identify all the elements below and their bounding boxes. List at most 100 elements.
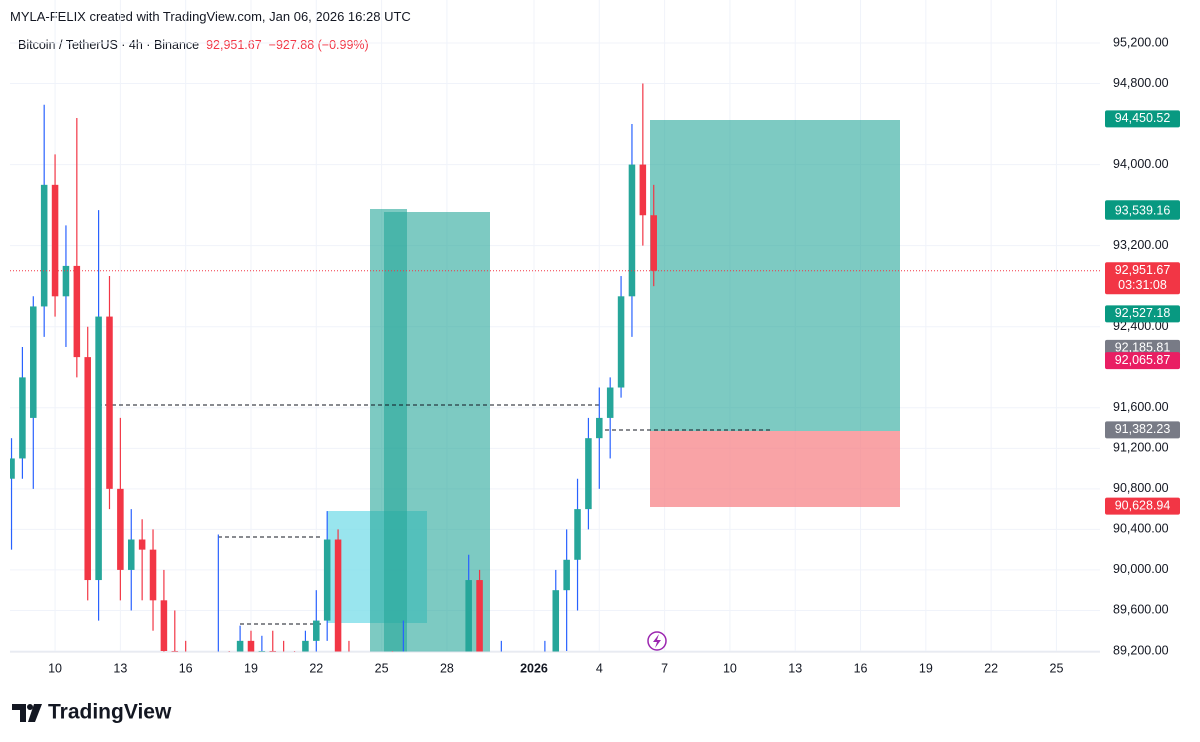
y-tick-label: 89,600.00: [1113, 603, 1169, 617]
y-tick-label: 90,000.00: [1113, 562, 1169, 576]
candle-body: [585, 438, 592, 510]
candle-body: [247, 640, 255, 652]
candle-body: [62, 265, 70, 297]
y-tick-label: 94,000.00: [1113, 157, 1169, 171]
candle-body: [455, 702, 462, 722]
x-tick-label: 2026: [520, 661, 548, 675]
candle-body: [552, 590, 560, 652]
candle-body: [236, 640, 244, 652]
price-badge-label: 93,539.16: [1115, 204, 1171, 218]
candle-body: [204, 692, 211, 712]
long-position-target: [650, 120, 900, 431]
y-tick-label: 94,800.00: [1113, 76, 1169, 90]
price-badge: [1105, 262, 1180, 295]
candle-body: [226, 671, 233, 681]
candle-body: [19, 377, 26, 459]
candle-body: [367, 702, 374, 712]
candle-body: [498, 692, 505, 712]
y-tick-label: 91,200.00: [1113, 441, 1169, 455]
candle-body: [617, 296, 625, 388]
price-badge-label: 92,185.81: [1115, 341, 1171, 355]
candle-body: [606, 387, 614, 418]
x-tick-label: 25: [1050, 661, 1064, 675]
candle-body: [51, 184, 59, 297]
symbol: Bitcoin / TetherUS · 4h · Binance: [18, 38, 200, 52]
event-icon: [647, 631, 667, 651]
price-badge-label: 90,628.94: [1115, 498, 1171, 512]
y-tick-label: 89,200.00: [1113, 643, 1169, 657]
candle-body: [465, 580, 472, 652]
candle-body: [193, 702, 200, 712]
x-tick-label: 10: [48, 661, 62, 675]
price-badge: [1105, 305, 1180, 323]
x-tick-label: 28: [440, 661, 454, 675]
price-badge-label: 94,450.52: [1115, 111, 1171, 125]
candle-body: [95, 316, 102, 581]
candle-body: [531, 681, 538, 701]
candle-body: [269, 650, 277, 652]
y-tick-label: 90,400.00: [1113, 522, 1169, 536]
candle-body: [639, 164, 647, 216]
candle-body: [411, 671, 418, 722]
candle-body: [258, 650, 266, 652]
x-tick-label: 22: [309, 661, 323, 675]
x-tick-label: 19: [244, 661, 258, 675]
candle-body: [313, 620, 320, 641]
x-tick-label: 7: [661, 661, 668, 675]
y-tick-label: 92,400.00: [1113, 319, 1169, 333]
candle-body: [291, 681, 298, 691]
candle-body: [563, 559, 570, 591]
symbol-line: Bitcoin / TetherUS · 4h · Binance 92,951…: [18, 38, 369, 52]
y-tick-label: 91,600.00: [1113, 400, 1169, 414]
candle-body: [323, 539, 331, 621]
x-tick-label: 13: [113, 661, 127, 675]
candle-body: [357, 692, 364, 702]
candle-body: [650, 215, 657, 271]
candle-body: [389, 681, 396, 701]
candle-body: [346, 661, 353, 691]
candle-body: [520, 702, 527, 722]
candle-body: [171, 650, 179, 652]
candle-body: [422, 702, 429, 722]
candle-body: [444, 712, 451, 722]
author-line: MYLA-FELIX created with TradingView.com,…: [10, 9, 411, 24]
price-badge-label: 92,951.67: [1115, 263, 1171, 277]
price-badge: [1105, 352, 1180, 370]
x-tick-label: 22: [984, 661, 998, 675]
price-badge: [1105, 110, 1180, 128]
last-price: 92,951.67: [206, 38, 262, 52]
candles: [10, 83, 657, 722]
candle-body: [596, 417, 603, 439]
brand: TradingView: [48, 701, 172, 724]
long-position-tool: [384, 212, 490, 652]
candle-body: [73, 265, 81, 358]
candle-body: [334, 539, 342, 652]
candle-body: [628, 164, 636, 297]
x-tick-label: 13: [788, 661, 802, 675]
candle-body: [378, 681, 385, 711]
price-badge-label: 92,065.87: [1115, 353, 1171, 367]
candle-body: [574, 509, 581, 560]
countdown: 03:31:08: [1118, 278, 1167, 292]
candle-body: [30, 306, 37, 418]
tradingview-logo: [12, 704, 42, 722]
candle-body: [127, 539, 135, 570]
drawings: [98, 120, 900, 652]
price-change: −927.88 (−0.99%): [268, 38, 369, 52]
candle-body: [160, 600, 168, 651]
candle-body: [302, 640, 309, 652]
candle-body: [476, 580, 483, 652]
candle-body: [106, 316, 113, 489]
price-badge: [1105, 421, 1180, 439]
candle-body: [117, 488, 124, 570]
grid: [10, 0, 1100, 652]
x-tick-label: 10: [723, 661, 737, 675]
candle-body: [487, 681, 494, 711]
candle-body: [182, 681, 189, 701]
candle-body: [40, 184, 48, 307]
candle-body: [400, 671, 407, 701]
x-tick-label: 16: [179, 661, 193, 675]
candle-body: [215, 671, 222, 691]
